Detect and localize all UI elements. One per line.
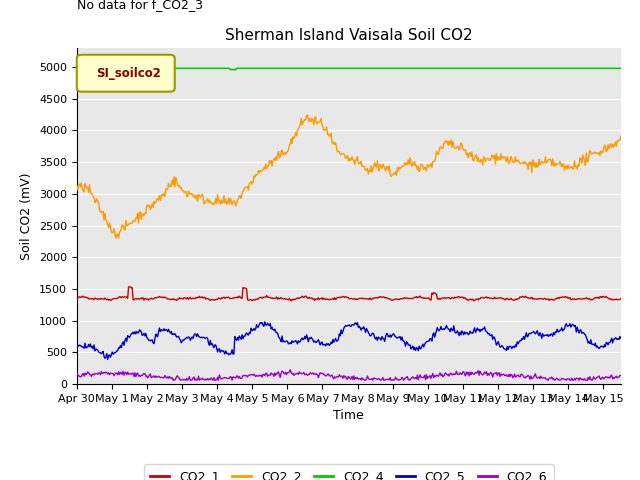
X-axis label: Time: Time: [333, 409, 364, 422]
Title: Sherman Island Vaisala Soil CO2: Sherman Island Vaisala Soil CO2: [225, 28, 472, 43]
Text: No data for f_CO2_3: No data for f_CO2_3: [77, 0, 203, 11]
Text: SI_soilco2: SI_soilco2: [96, 67, 161, 80]
Y-axis label: Soil CO2 (mV): Soil CO2 (mV): [20, 172, 33, 260]
Legend: CO2_1, CO2_2, CO2_4, CO2_5, CO2_6: CO2_1, CO2_2, CO2_4, CO2_5, CO2_6: [144, 464, 554, 480]
FancyBboxPatch shape: [77, 55, 175, 92]
